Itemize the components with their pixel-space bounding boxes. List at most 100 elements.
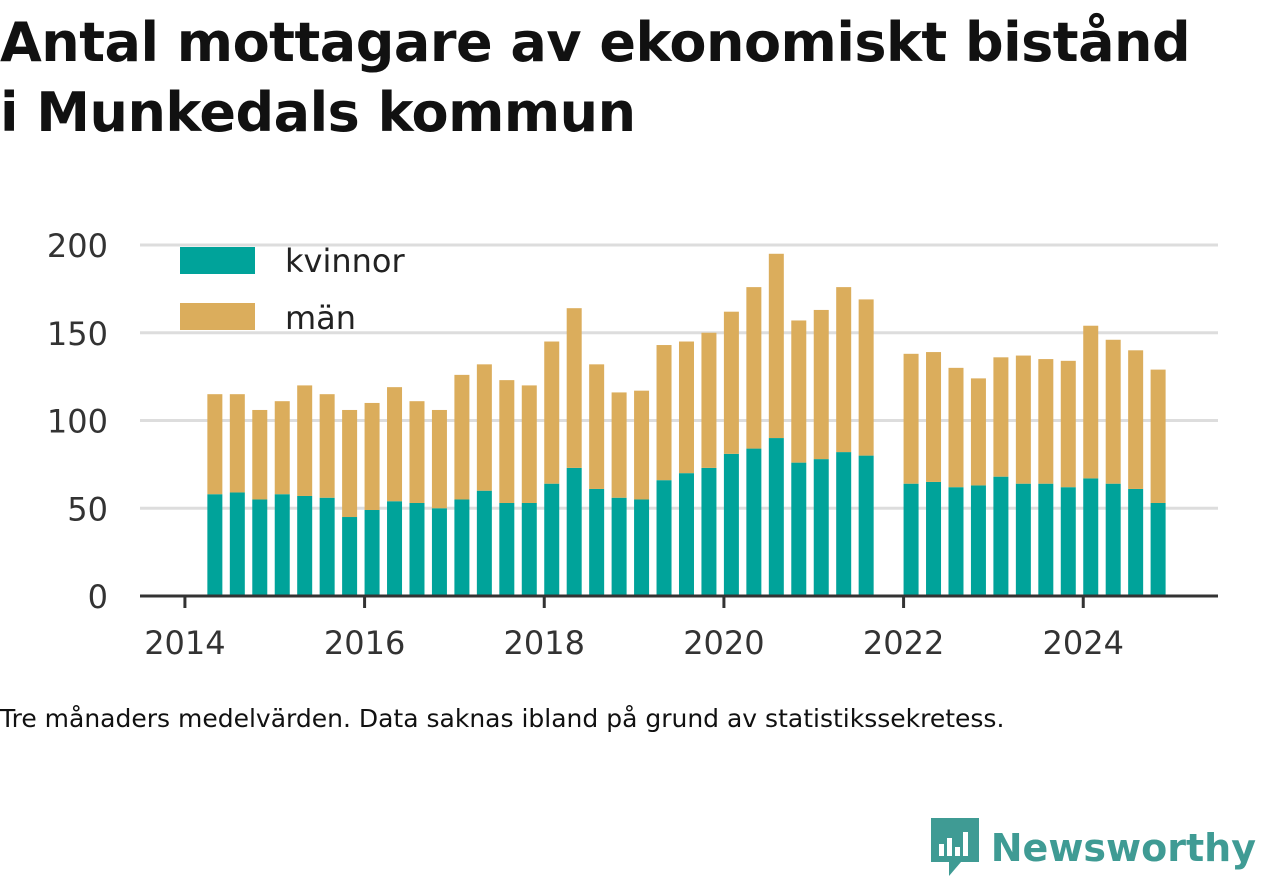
bar-kvinnor-2014-05 — [207, 494, 223, 596]
bar-man-2021-05 — [836, 287, 852, 453]
bar-kvinnor-2015-02 — [274, 494, 290, 596]
legend-swatch-kvinnor — [180, 247, 255, 274]
bar-man-2017-05 — [476, 364, 492, 491]
brand-name: Newsworthy — [990, 826, 1256, 870]
x-tick-label-2014: 2014 — [144, 624, 225, 662]
bar-kvinnor-2018-05 — [566, 467, 582, 596]
bar-kvinnor-2016-05 — [387, 501, 403, 596]
bar-man-2020-08 — [768, 253, 784, 439]
bar-kvinnor-2015-11 — [342, 517, 358, 596]
bar-man-2014-05 — [207, 394, 223, 495]
bar-man-2019-02 — [634, 390, 650, 500]
legend: kvinnor män — [180, 242, 406, 337]
bar-kvinnor-2024-08 — [1128, 488, 1144, 596]
bar-man-2018-05 — [566, 308, 582, 468]
bar-kvinnor-2019-02 — [634, 499, 650, 596]
bar-man-2015-05 — [297, 385, 313, 496]
bar-kvinnor-2014-11 — [252, 499, 268, 596]
chart-title-line-1: Antal mottagare av ekonomiskt bistånd — [0, 11, 1191, 74]
bar-kvinnor-2020-02 — [723, 453, 739, 596]
bar-man-2016-11 — [431, 409, 447, 509]
bar-kvinnor-2021-02 — [813, 459, 829, 596]
bar-man-2015-11 — [342, 409, 358, 518]
bar-man-2017-11 — [521, 385, 537, 503]
bar-man-2016-02 — [364, 402, 380, 511]
bar-kvinnor-2023-08 — [1038, 483, 1054, 596]
bar-man-2020-05 — [746, 287, 762, 449]
footnote: Tre månaders medelvärden. Data saknas ib… — [0, 704, 1005, 733]
bar-man-2018-02 — [544, 341, 560, 484]
bar-kvinnor-2022-11 — [970, 485, 986, 596]
y-tick-label-200: 200 — [47, 227, 108, 265]
bar-man-2014-08 — [229, 394, 245, 493]
bar-kvinnor-2016-08 — [409, 502, 425, 596]
bar-man-2023-05 — [1015, 355, 1031, 484]
bar-kvinnor-2020-05 — [746, 448, 762, 596]
y-tick-label-50: 50 — [67, 490, 108, 528]
bar-man-2020-02 — [723, 311, 739, 454]
bar-kvinnor-2015-08 — [319, 497, 335, 596]
chart-title-line-2: i Munkedals kommun — [0, 81, 636, 144]
bar-man-2017-02 — [454, 374, 470, 500]
x-tick-label-2024: 2024 — [1043, 624, 1124, 662]
bar-kvinnor-2019-11 — [701, 467, 717, 596]
x-tick-label-2022: 2022 — [863, 624, 944, 662]
bar-kvinnor-2023-02 — [993, 476, 1009, 596]
stacked-bar-chart: 0 50 100 150 200 2014 2016 2018 2020 2022 2024 kv… — [47, 227, 1218, 662]
bar-man-2018-11 — [611, 392, 627, 498]
legend-label-man: män — [285, 299, 356, 337]
x-tick-label-2018: 2018 — [504, 624, 585, 662]
bar-man-2023-11 — [1060, 360, 1076, 488]
bar-kvinnor-2024-05 — [1105, 483, 1121, 596]
bar-man-2022-02 — [903, 353, 919, 484]
x-tick-label-2020: 2020 — [683, 624, 764, 662]
bar-man-2022-05 — [926, 352, 942, 482]
bar-kvinnor-2017-05 — [476, 490, 492, 596]
bar-man-2023-02 — [993, 357, 1009, 477]
bar-kvinnor-2021-08 — [858, 455, 874, 596]
bar-man-2018-08 — [589, 364, 605, 489]
bar-kvinnor-2018-11 — [611, 497, 627, 596]
chart-title: Antal mottagare av ekonomiskt bistånd i … — [0, 8, 1262, 148]
bar-kvinnor-2015-05 — [297, 495, 313, 596]
bar-kvinnor-2021-05 — [836, 452, 852, 596]
brand-logo: Newsworthy — [930, 818, 1256, 878]
y-tick-label-100: 100 — [47, 403, 108, 441]
bar-kvinnor-2016-02 — [364, 510, 380, 596]
bar-kvinnor-2018-02 — [544, 483, 560, 596]
y-axis-labels: 0 50 100 150 200 — [47, 227, 108, 616]
bar-man-2024-05 — [1105, 339, 1121, 484]
bar-kvinnor-2017-11 — [521, 502, 537, 596]
bar-kvinnor-2023-05 — [1015, 483, 1031, 596]
bar-man-2021-02 — [813, 309, 829, 460]
bar-man-2015-08 — [319, 394, 335, 498]
bar-man-2017-08 — [499, 380, 515, 503]
bar-man-2022-11 — [970, 378, 986, 486]
legend-swatch-man — [180, 303, 255, 330]
x-axis: 2014 2016 2018 2020 2022 2024 — [140, 594, 1218, 662]
bar-kvinnor-2016-11 — [431, 508, 447, 596]
y-tick-label-150: 150 — [47, 315, 108, 353]
bar-man-2019-11 — [701, 332, 717, 468]
newsworthy-logo-icon — [930, 818, 979, 876]
bar-kvinnor-2022-08 — [948, 487, 964, 596]
bar-kvinnor-2019-08 — [678, 473, 694, 596]
bar-kvinnor-2024-11 — [1150, 502, 1166, 596]
bar-man-2019-08 — [678, 341, 694, 474]
bar-man-2024-11 — [1150, 369, 1166, 503]
bar-man-2022-08 — [948, 367, 964, 488]
bar-man-2016-05 — [387, 387, 403, 502]
bar-man-2015-02 — [274, 401, 290, 495]
bar-man-2014-11 — [252, 409, 268, 500]
bar-kvinnor-2020-08 — [768, 438, 784, 596]
bar-kvinnor-2017-02 — [454, 499, 470, 596]
bar-kvinnor-2022-05 — [926, 481, 942, 596]
bar-man-2024-08 — [1128, 350, 1144, 489]
bar-kvinnor-2017-08 — [499, 502, 515, 596]
bar-kvinnor-2018-08 — [589, 488, 605, 596]
y-tick-label-0: 0 — [88, 578, 108, 616]
bars — [207, 253, 1166, 596]
legend-label-kvinnor: kvinnor — [285, 242, 406, 280]
bar-man-2016-08 — [409, 401, 425, 503]
x-tick-label-2016: 2016 — [324, 624, 405, 662]
